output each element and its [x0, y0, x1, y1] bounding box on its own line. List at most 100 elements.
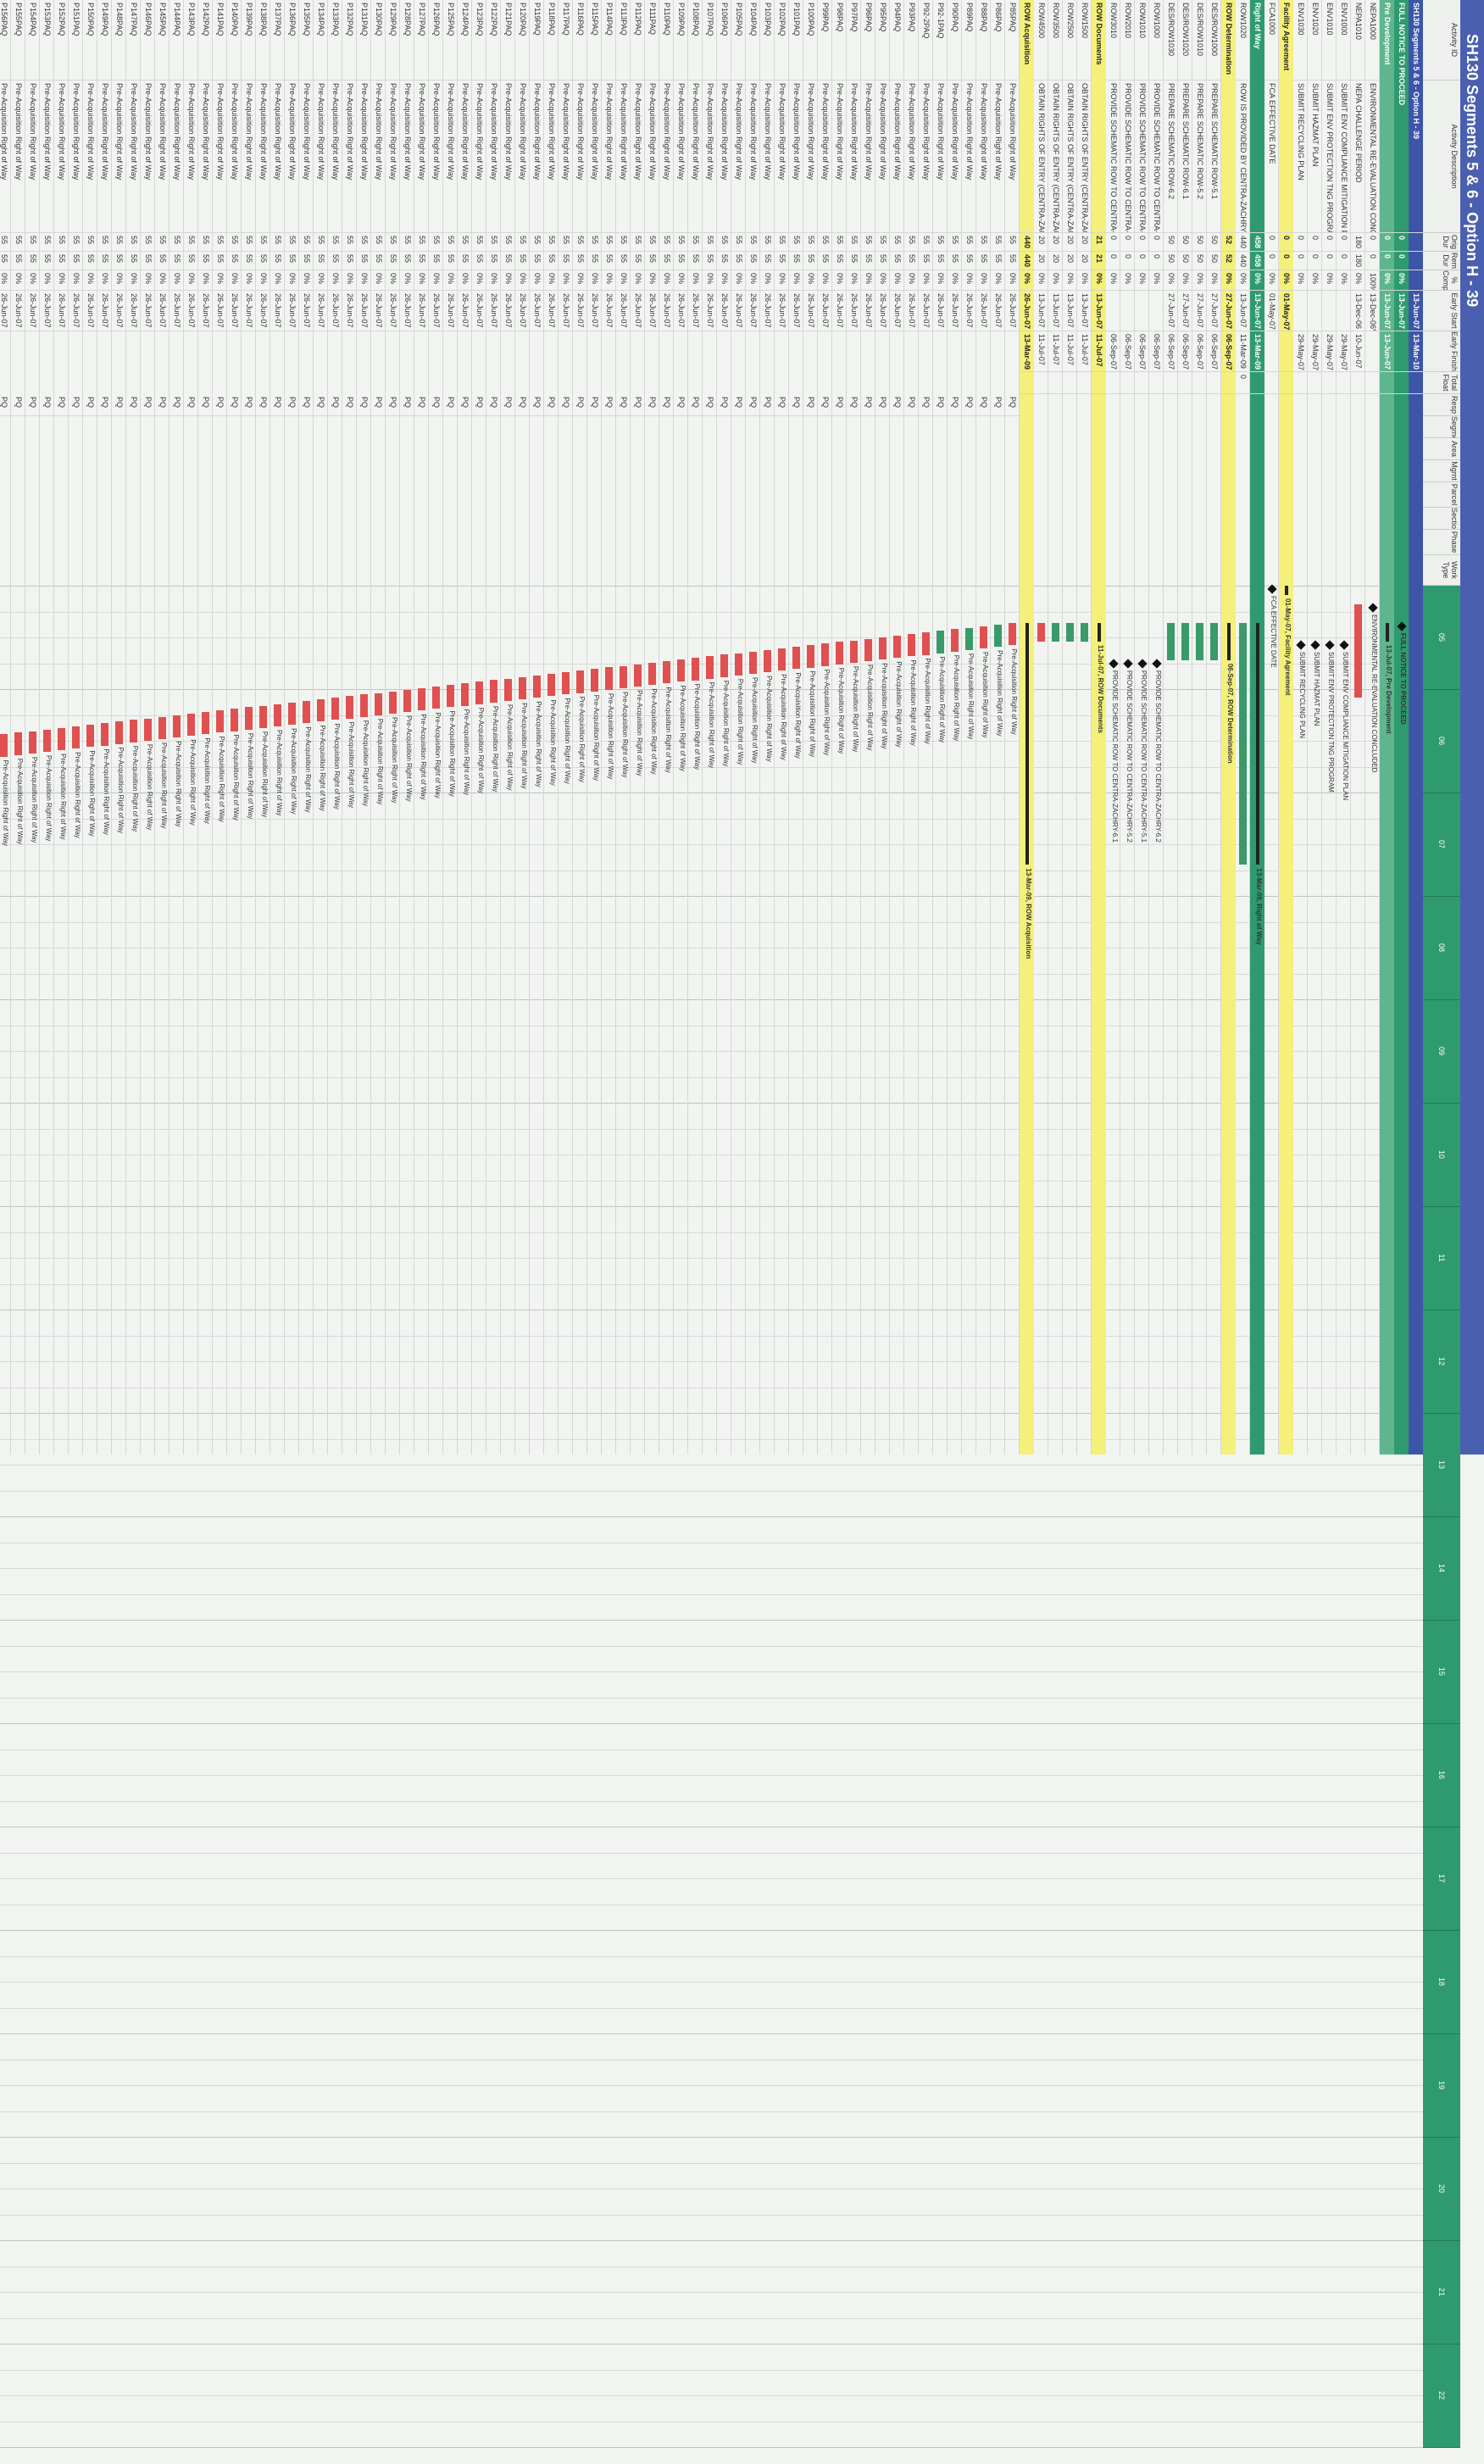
table-row[interactable]: P137PAQ Pre-Acquisition Right of Way 55 55 0…	[270, 0, 285, 1454]
table-row[interactable]: SH130 Segments 5 & 6 - Option H - 39 13-J…	[1408, 0, 1423, 1454]
table-row[interactable]: ENV1010 SUBMIT ENV PROTECTION TNG PROGRAM…	[1321, 0, 1337, 1454]
gantt-bar[interactable]	[115, 721, 123, 744]
table-row[interactable]: ROW2010 PROVIDE SCHEMATIC ROW TO CENTRA-Z…	[1120, 0, 1135, 1454]
gantt-bar[interactable]	[389, 691, 397, 714]
table-row[interactable]: P111PAQ Pre-Acquisition Right of Way 55 55 0…	[644, 0, 659, 1454]
column-header[interactable]: Orig Dur	[1423, 233, 1460, 252]
table-row[interactable]: P102PAQ Pre-Acquisition Right of Way 55 55 0…	[774, 0, 789, 1454]
column-header[interactable]: Total Float	[1423, 372, 1460, 394]
column-header[interactable]: Activity ID	[1423, 0, 1460, 81]
gantt-bar[interactable]	[720, 654, 728, 677]
column-header[interactable]: % Comp	[1423, 270, 1460, 291]
gantt-bar[interactable]	[764, 649, 771, 673]
table-row[interactable]: P152PAQ Pre-Acquisition Right of Way 55 55 0…	[53, 0, 69, 1454]
gantt-bar[interactable]	[1196, 622, 1203, 660]
table-row[interactable]: P94PAQ Pre-Acquisition Right of Way 55 55 0%…	[889, 0, 904, 1454]
column-header[interactable]: Section	[1423, 508, 1460, 530]
table-row[interactable]: P110PAQ Pre-Acquisition Right of Way 55 55 0…	[659, 0, 674, 1454]
gantt-bar[interactable]	[1037, 622, 1045, 642]
table-row[interactable]: P92-1PAQ Pre-Acquisition Right of Way 55 55…	[932, 0, 948, 1454]
milestone-marker[interactable]	[1368, 603, 1378, 613]
gantt-bar[interactable]	[778, 648, 786, 671]
gantt-bar[interactable]	[86, 725, 94, 748]
gantt-bar[interactable]	[331, 698, 339, 720]
table-row[interactable]: P85PAQ Pre-Acquisition Right of Way 55 55 0%…	[1004, 0, 1020, 1454]
milestone-marker[interactable]	[1267, 584, 1277, 594]
table-row[interactable]: P138PAQ Pre-Acquisition Right of Way 55 55 0…	[255, 0, 270, 1454]
milestone-marker[interactable]	[1123, 659, 1133, 669]
gantt-bar[interactable]	[432, 686, 440, 709]
gantt-bar[interactable]	[158, 716, 166, 739]
table-row[interactable]: P100PAQ Pre-Acquisition Right of Way 55 55 0…	[803, 0, 818, 1454]
table-row[interactable]: ROW Documents 21 21 0% 13-Jun-07 11-Jul-07 11-…	[1091, 0, 1106, 1454]
table-row[interactable]: P95PAQ Pre-Acquisition Right of Way 55 55 0%…	[875, 0, 890, 1454]
table-row[interactable]: P132PAQ Pre-Acquisition Right of Way 55 55 0…	[342, 0, 357, 1454]
gantt-bar[interactable]	[72, 726, 80, 749]
column-header[interactable]: Resp	[1423, 394, 1460, 416]
table-row[interactable]: ENV1000 SUBMIT ENV COMPLIANCE MITIGATION …	[1336, 0, 1351, 1454]
gantt-bar[interactable]	[58, 727, 65, 751]
table-row[interactable]: P105PAQ Pre-Acquisition Right of Way 55 55 0…	[731, 0, 746, 1454]
gantt-bar[interactable]	[1354, 603, 1362, 698]
gantt-bar[interactable]	[547, 673, 555, 697]
gantt-bar[interactable]	[850, 640, 858, 663]
gantt-bar[interactable]	[1386, 622, 1389, 642]
gantt-bar[interactable]	[1098, 622, 1101, 642]
table-row[interactable]: P96PAQ Pre-Acquisition Right of Way 55 55 0%…	[860, 0, 875, 1454]
table-row[interactable]: P124PAQ Pre-Acquisition Right of Way 55 55 0…	[457, 0, 472, 1454]
table-row[interactable]: ROW2500 OBTAIN RIGHTS OF ENTRY (CENTRA-ZA…	[1062, 0, 1077, 1454]
table-row[interactable]: P136PAQ Pre-Acquisition Right of Way 55 55 0…	[284, 0, 299, 1454]
gantt-bar[interactable]	[519, 676, 526, 700]
gantt-bar[interactable]	[706, 656, 714, 679]
table-row[interactable]: P106PAQ Pre-Acquisition Right of Way 55 55 0…	[716, 0, 731, 1454]
table-row[interactable]: P149PAQ Pre-Acquisition Right of Way 55 55 0…	[97, 0, 112, 1454]
gantt-bar[interactable]	[980, 626, 987, 649]
gantt-bar[interactable]	[908, 634, 915, 657]
gantt-bar[interactable]	[475, 681, 483, 704]
gantt-bar[interactable]	[130, 720, 137, 743]
table-row[interactable]: P114PAQ Pre-Acquisition Right of Way 55 55 0…	[601, 0, 616, 1454]
table-row[interactable]: P131PAQ Pre-Acquisition Right of Way 55 55 0…	[356, 0, 371, 1454]
gantt-bar[interactable]	[893, 635, 901, 659]
milestone-marker[interactable]	[1137, 659, 1148, 669]
gantt-bar[interactable]	[620, 665, 627, 688]
table-row[interactable]: ROW1010 PROVIDE SCHEMATIC ROW TO CENTRA-Z…	[1134, 0, 1149, 1454]
table-row[interactable]: P117PAQ Pre-Acquisition Right of Way 55 55 0…	[558, 0, 573, 1454]
table-row[interactable]: P108PAQ Pre-Acquisition Right of Way 55 55 0…	[687, 0, 703, 1454]
gantt-bar[interactable]	[879, 637, 887, 660]
gantt-bar[interactable]	[692, 658, 699, 681]
gantt-bar[interactable]	[821, 643, 829, 666]
gantt-bar[interactable]	[418, 687, 425, 711]
gantt-bar[interactable]	[0, 734, 8, 757]
table-row[interactable]: Pre Development 0 0 0% 13-Jun-07 13-Jun-07 13-…	[1379, 0, 1394, 1454]
column-header[interactable]: Area	[1423, 438, 1460, 460]
milestone-marker[interactable]	[1339, 640, 1349, 650]
table-row[interactable]: P99PAQ Pre-Acquisition Right of Way 55 55 0%…	[817, 0, 832, 1454]
table-row[interactable]: P120PAQ Pre-Acquisition Right of Way 55 55 0…	[514, 0, 530, 1454]
table-row[interactable]: P128PAQ Pre-Acquisition Right of Way 55 55 0…	[399, 0, 414, 1454]
table-row[interactable]: Facility Agreement 0 0 0% 01-May-07 01-May-07…	[1278, 0, 1293, 1454]
gantt-bar[interactable]	[202, 712, 209, 735]
table-row[interactable]: P145PAQ Pre-Acquisition Right of Way 55 55 0…	[154, 0, 170, 1454]
table-row[interactable]: P139PAQ Pre-Acquisition Right of Way 55 55 0…	[241, 0, 256, 1454]
table-row[interactable]: P147PAQ Pre-Acquisition Right of Way 55 55 0…	[125, 0, 141, 1454]
gantt-bar[interactable]	[245, 707, 253, 730]
gantt-bar[interactable]	[922, 632, 930, 655]
gantt-bar[interactable]	[461, 683, 469, 706]
column-header[interactable]: Early Start	[1423, 291, 1460, 331]
gantt-bar[interactable]	[994, 624, 1002, 648]
table-row[interactable]: P155PAQ Pre-Acquisition Right of Way 55 55 0…	[10, 0, 25, 1454]
table-row[interactable]: P129PAQ Pre-Acquisition Right of Way 55 55 0…	[385, 0, 400, 1454]
milestone-marker[interactable]	[1296, 640, 1306, 650]
table-row[interactable]: P133PAQ Pre-Acquisition Right of Way 55 55 0…	[327, 0, 342, 1454]
gantt-bar[interactable]	[1081, 622, 1088, 642]
gantt-bar[interactable]	[648, 662, 656, 686]
milestone-marker[interactable]	[1152, 659, 1162, 669]
gantt-bar[interactable]	[144, 718, 152, 741]
table-row[interactable]: P107PAQ Pre-Acquisition Right of Way 55 55 0…	[702, 0, 717, 1454]
table-row[interactable]: P98PAQ Pre-Acquisition Right of Way 55 55 0%…	[831, 0, 847, 1454]
gantt-bar[interactable]	[677, 659, 685, 682]
table-row[interactable]: DES/ROW1020 PREPARE SCHEMATIC ROW-6.1 50 50…	[1177, 0, 1192, 1454]
gantt-bar[interactable]	[951, 629, 959, 652]
table-row[interactable]: P115PAQ Pre-Acquisition Right of Way 55 55 0…	[586, 0, 602, 1454]
